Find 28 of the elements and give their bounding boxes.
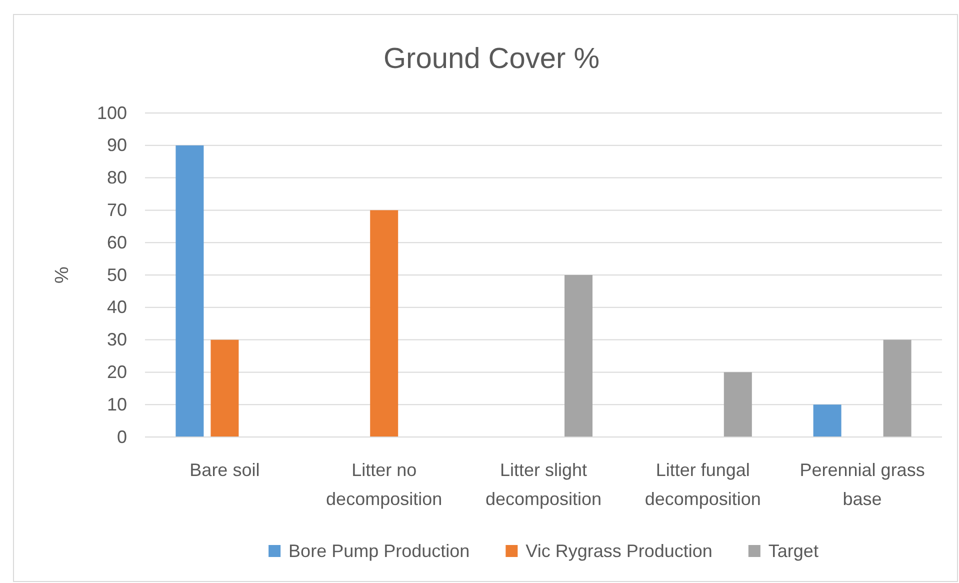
y-axis-title: % xyxy=(52,266,73,284)
x-tick-label: Perennial grass base xyxy=(800,460,925,509)
legend-label: Target xyxy=(768,541,818,561)
y-tick-label: 100 xyxy=(96,102,127,123)
x-tick-label: Litter fungal decomposition xyxy=(644,460,761,509)
legend-label: Vic Rygrass Production xyxy=(526,541,712,561)
y-tick-label: 60 xyxy=(106,232,127,252)
bar xyxy=(370,210,398,437)
bar xyxy=(883,340,912,437)
y-tick-label: 70 xyxy=(106,200,127,220)
y-tick-label: 30 xyxy=(106,330,127,350)
y-tick-label: 50 xyxy=(106,264,127,285)
y-tick-label: 80 xyxy=(106,168,127,188)
bar xyxy=(724,372,752,437)
y-tick-label: 0 xyxy=(116,426,127,447)
y-tick-label: 90 xyxy=(106,135,127,156)
bar xyxy=(564,275,592,437)
y-tick-label: 40 xyxy=(106,297,127,318)
y-tick-label: 10 xyxy=(106,394,127,414)
bar xyxy=(176,145,204,437)
legend-label: Bore Pump Production xyxy=(288,541,470,561)
bar xyxy=(210,340,239,437)
x-tick-label: Bare soil xyxy=(190,460,260,480)
y-tick-label: 20 xyxy=(106,362,127,382)
bar xyxy=(813,404,842,437)
chart-title: Ground Cover % xyxy=(384,43,600,75)
x-tick-label: Litter slight decomposition xyxy=(485,460,602,509)
x-tick-label: Litter no decomposition xyxy=(326,460,442,509)
